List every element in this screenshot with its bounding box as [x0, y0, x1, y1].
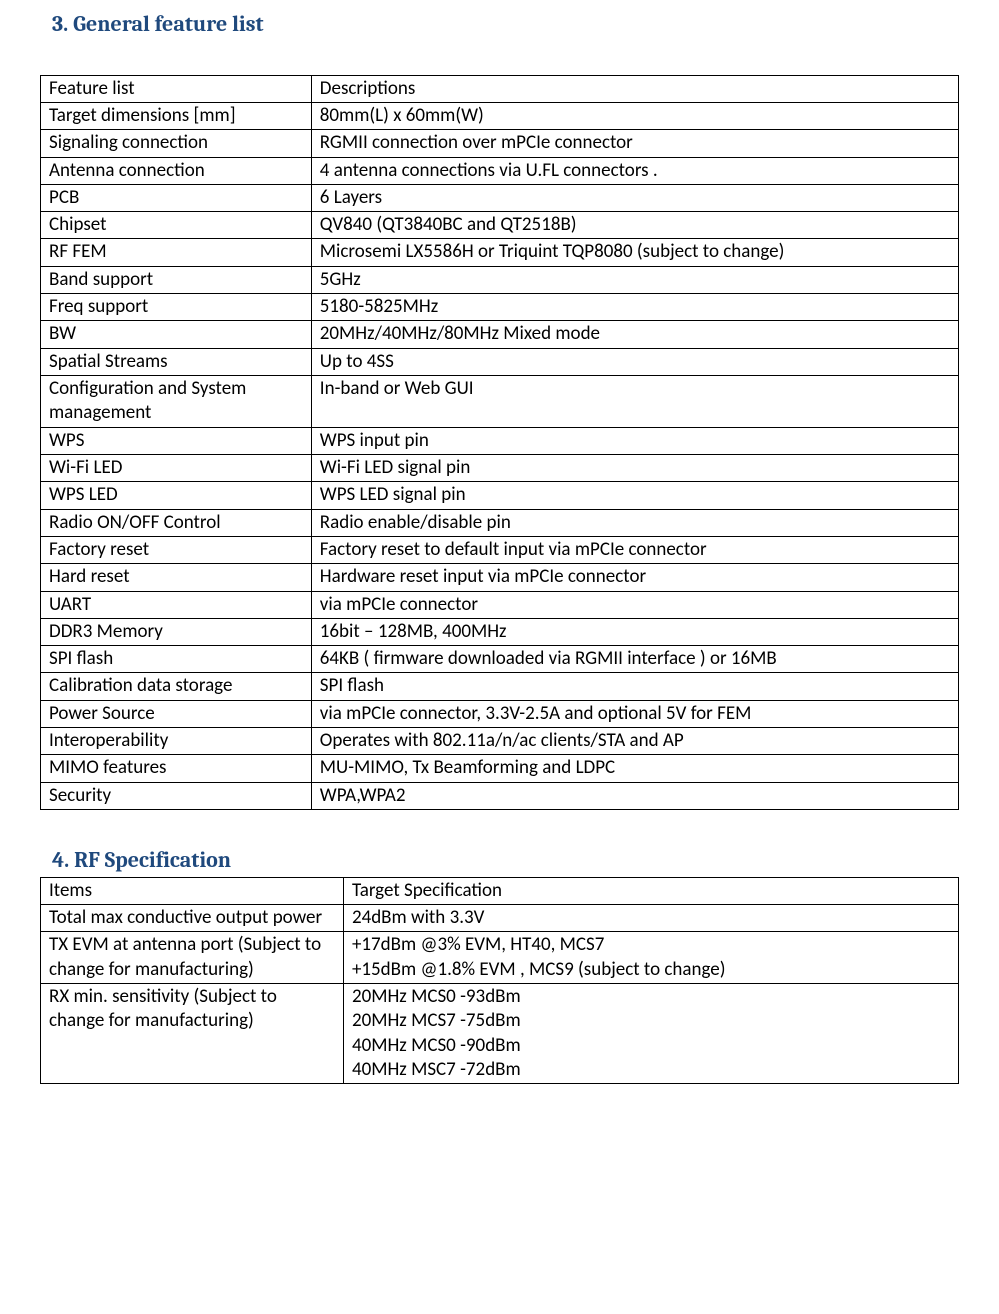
feature-key: Antenna connection [41, 157, 312, 184]
table-header-row: Feature list Descriptions [41, 75, 959, 102]
feature-list-tbody: Feature list Descriptions Target dimensi… [41, 75, 959, 809]
table-row: Factory resetFactory reset to default in… [41, 536, 959, 563]
feature-value: Factory reset to default input via mPCIe… [311, 536, 958, 563]
section-4-heading: 4. RF Specification [52, 846, 959, 875]
table-row: WPSWPS input pin [41, 427, 959, 454]
col1-header: Items [41, 877, 344, 904]
feature-value: 80mm(L) x 60mm(W) [311, 102, 958, 129]
table-row: Antenna connection4 antenna connections … [41, 157, 959, 184]
rf-key: Total max conductive output power [41, 904, 344, 931]
feature-key: Configuration and System management [41, 376, 312, 428]
feature-key: Signaling connection [41, 130, 312, 157]
table-row: BW20MHz/40MHz/80MHz Mixed mode [41, 321, 959, 348]
feature-value: Microsemi LX5586H or Triquint TQP8080 (s… [311, 239, 958, 266]
feature-key: SPI flash [41, 646, 312, 673]
rf-spec-tbody: Items Target Specification Total max con… [41, 877, 959, 1084]
feature-key: Calibration data storage [41, 673, 312, 700]
feature-key: WPS LED [41, 482, 312, 509]
feature-key: UART [41, 591, 312, 618]
table-row: InteroperabilityOperates with 802.11a/n/… [41, 728, 959, 755]
feature-value: 5180-5825MHz [311, 294, 958, 321]
feature-value: Hardware reset input via mPCIe connector [311, 564, 958, 591]
rf-key: RX min. sensitivity (Subject to change f… [41, 983, 344, 1083]
table-row: Wi-Fi LEDWi-Fi LED signal pin [41, 454, 959, 481]
table-header-row: Items Target Specification [41, 877, 959, 904]
feature-value: Operates with 802.11a/n/ac clients/STA a… [311, 728, 958, 755]
table-row: Total max conductive output power24dBm w… [41, 904, 959, 931]
rf-value: 20MHz MCS0 -93dBm 20MHz MCS7 -75dBm 40MH… [343, 983, 958, 1083]
feature-value: WPA,WPA2 [311, 782, 958, 809]
feature-value: Radio enable/disable pin [311, 509, 958, 536]
feature-key: Freq support [41, 294, 312, 321]
rf-value: +17dBm @3% EVM, HT40, MCS7 +15dBm @1.8% … [343, 932, 958, 984]
feature-key: Security [41, 782, 312, 809]
table-row: Hard resetHardware reset input via mPCIe… [41, 564, 959, 591]
table-row: Power Sourcevia mPCIe connector, 3.3V-2.… [41, 700, 959, 727]
table-row: SecurityWPA,WPA2 [41, 782, 959, 809]
feature-value: In-band or Web GUI [311, 376, 958, 428]
feature-value: 20MHz/40MHz/80MHz Mixed mode [311, 321, 958, 348]
col2-header: Target Specification [343, 877, 958, 904]
feature-key: Hard reset [41, 564, 312, 591]
feature-value: 5GHz [311, 266, 958, 293]
feature-list-table: Feature list Descriptions Target dimensi… [40, 75, 959, 810]
col2-header: Descriptions [311, 75, 958, 102]
feature-value: WPS LED signal pin [311, 482, 958, 509]
rf-spec-table: Items Target Specification Total max con… [40, 877, 959, 1085]
table-row: TX EVM at antenna port (Subject to chang… [41, 932, 959, 984]
feature-key: MIMO features [41, 755, 312, 782]
table-row: Target dimensions [mm]80mm(L) x 60mm(W) [41, 102, 959, 129]
table-row: MIMO featuresMU-MIMO, Tx Beamforming and… [41, 755, 959, 782]
rf-key: TX EVM at antenna port (Subject to chang… [41, 932, 344, 984]
feature-key: PCB [41, 184, 312, 211]
table-row: Signaling connectionRGMII connection ove… [41, 130, 959, 157]
table-row: WPS LEDWPS LED signal pin [41, 482, 959, 509]
feature-key: BW [41, 321, 312, 348]
feature-value: 4 antenna connections via U.FL connector… [311, 157, 958, 184]
feature-key: Interoperability [41, 728, 312, 755]
feature-key: RF FEM [41, 239, 312, 266]
table-row: SPI flash64KB ( firmware downloaded via … [41, 646, 959, 673]
feature-value: WPS input pin [311, 427, 958, 454]
feature-key: WPS [41, 427, 312, 454]
rf-value: 24dBm with 3.3V [343, 904, 958, 931]
table-row: RF FEMMicrosemi LX5586H or Triquint TQP8… [41, 239, 959, 266]
feature-value: 64KB ( firmware downloaded via RGMII int… [311, 646, 958, 673]
feature-value: Wi-Fi LED signal pin [311, 454, 958, 481]
feature-key: Power Source [41, 700, 312, 727]
feature-value: SPI flash [311, 673, 958, 700]
feature-key: Band support [41, 266, 312, 293]
feature-value: via mPCIe connector [311, 591, 958, 618]
table-row: PCB6 Layers [41, 184, 959, 211]
col1-header: Feature list [41, 75, 312, 102]
table-row: Band support5GHz [41, 266, 959, 293]
feature-value: RGMII connection over mPCIe connector [311, 130, 958, 157]
feature-value: QV840 (QT3840BC and QT2518B) [311, 212, 958, 239]
table-row: Calibration data storageSPI flash [41, 673, 959, 700]
table-row: ChipsetQV840 (QT3840BC and QT2518B) [41, 212, 959, 239]
table-row: Radio ON/OFF ControlRadio enable/disable… [41, 509, 959, 536]
table-row: Configuration and System managementIn-ba… [41, 376, 959, 428]
table-row: UARTvia mPCIe connector [41, 591, 959, 618]
feature-key: Spatial Streams [41, 348, 312, 375]
feature-key: Chipset [41, 212, 312, 239]
section-3-heading: 3. General feature list [52, 10, 959, 39]
feature-key: Wi-Fi LED [41, 454, 312, 481]
feature-value: 16bit – 128MB, 400MHz [311, 618, 958, 645]
table-row: RX min. sensitivity (Subject to change f… [41, 983, 959, 1083]
feature-key: Target dimensions [mm] [41, 102, 312, 129]
table-row: DDR3 Memory16bit – 128MB, 400MHz [41, 618, 959, 645]
feature-key: Radio ON/OFF Control [41, 509, 312, 536]
feature-value: via mPCIe connector, 3.3V-2.5A and optio… [311, 700, 958, 727]
table-row: Spatial StreamsUp to 4SS [41, 348, 959, 375]
feature-value: 6 Layers [311, 184, 958, 211]
feature-key: DDR3 Memory [41, 618, 312, 645]
feature-key: Factory reset [41, 536, 312, 563]
table-row: Freq support5180-5825MHz [41, 294, 959, 321]
feature-value: MU-MIMO, Tx Beamforming and LDPC [311, 755, 958, 782]
feature-value: Up to 4SS [311, 348, 958, 375]
